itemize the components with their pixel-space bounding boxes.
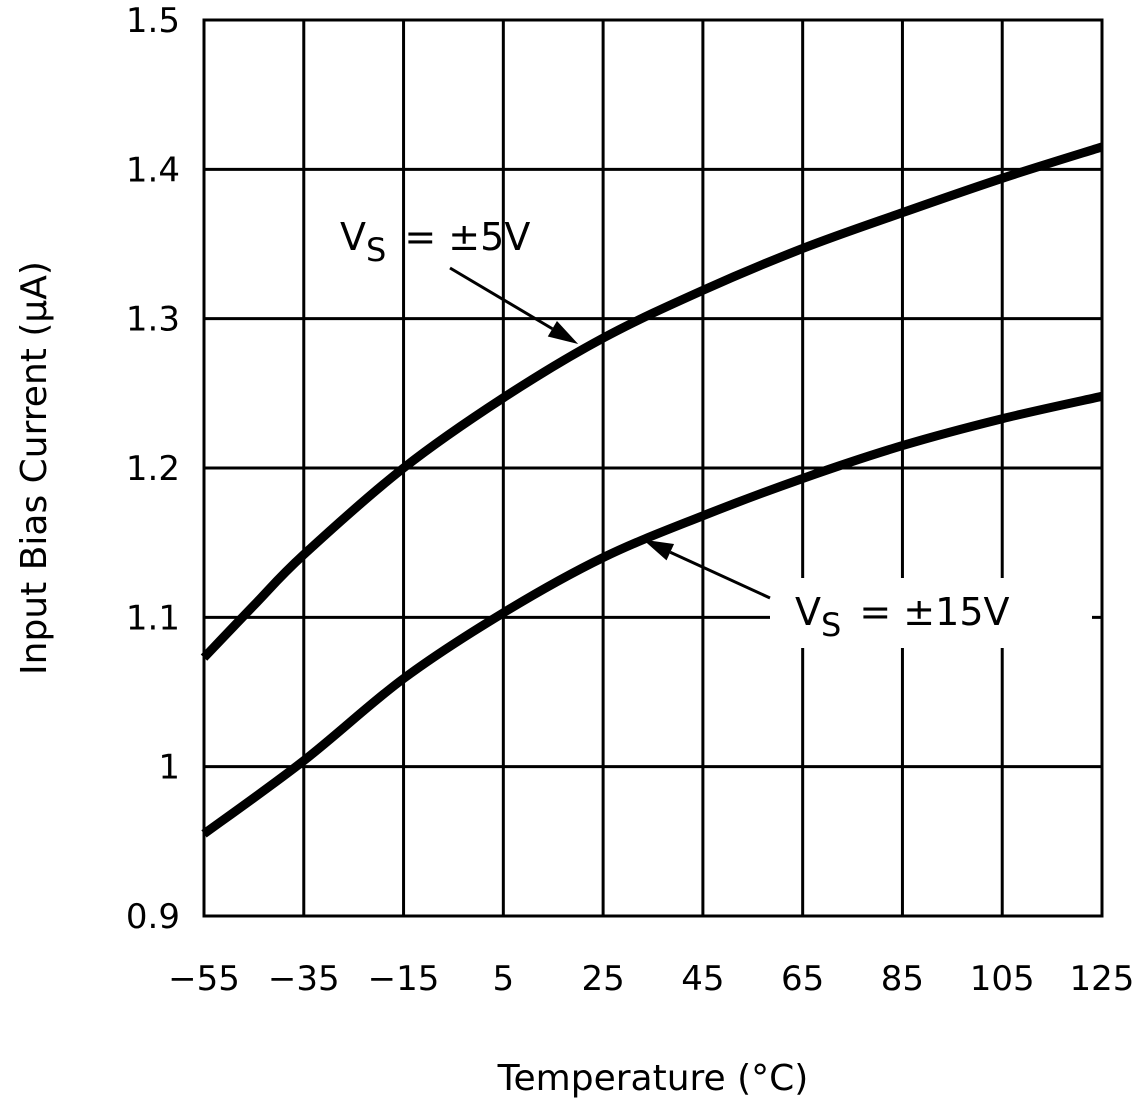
x-axis-label: Temperature (°C) — [497, 1058, 809, 1099]
annotation-arrow-line — [669, 550, 771, 600]
y-tick-label: 1.2 — [126, 449, 180, 489]
y-tick-label: 1 — [158, 748, 180, 788]
series-line-vs-15v — [201, 391, 1103, 838]
x-tick-label: 65 — [781, 959, 824, 999]
x-tick-label: −35 — [268, 959, 340, 999]
label-background — [770, 578, 1092, 648]
arrowhead-icon — [643, 539, 675, 561]
y-tick-label: 1.3 — [126, 300, 180, 340]
x-tick-label: 105 — [970, 959, 1035, 999]
series-label: VS = ±15V — [795, 590, 1010, 644]
arrowhead-icon — [547, 321, 579, 345]
series-line-vs-5v — [200, 142, 1104, 661]
annotation-arrow-line — [449, 266, 554, 331]
x-tick-label: 5 — [493, 959, 515, 999]
grid — [202, 18, 1104, 918]
x-tick-label: 125 — [1070, 959, 1135, 999]
annotations: VS = ±5V VS = ±15V — [340, 215, 1092, 648]
curves — [200, 142, 1104, 838]
y-tick-label: 1.4 — [126, 150, 180, 190]
x-tick-label: 25 — [581, 959, 624, 999]
x-tick-label: 45 — [681, 959, 724, 999]
x-tick-label: −55 — [168, 959, 240, 999]
y-tick-label: 1.1 — [126, 598, 180, 638]
y-tick-label: 1.5 — [126, 1, 180, 41]
series-label: VS = ±5V — [340, 215, 530, 269]
y-axis-label: Input Bias Current (μA) — [14, 261, 55, 675]
y-tick-label: 0.9 — [126, 897, 180, 937]
tick-labels: −55 −35 −15 5 25 45 65 85 105 125 0.9 1 1.1 1.2 1.3 1.4… — [126, 1, 1135, 999]
x-tick-label: 85 — [881, 959, 924, 999]
x-tick-label: −15 — [368, 959, 440, 999]
